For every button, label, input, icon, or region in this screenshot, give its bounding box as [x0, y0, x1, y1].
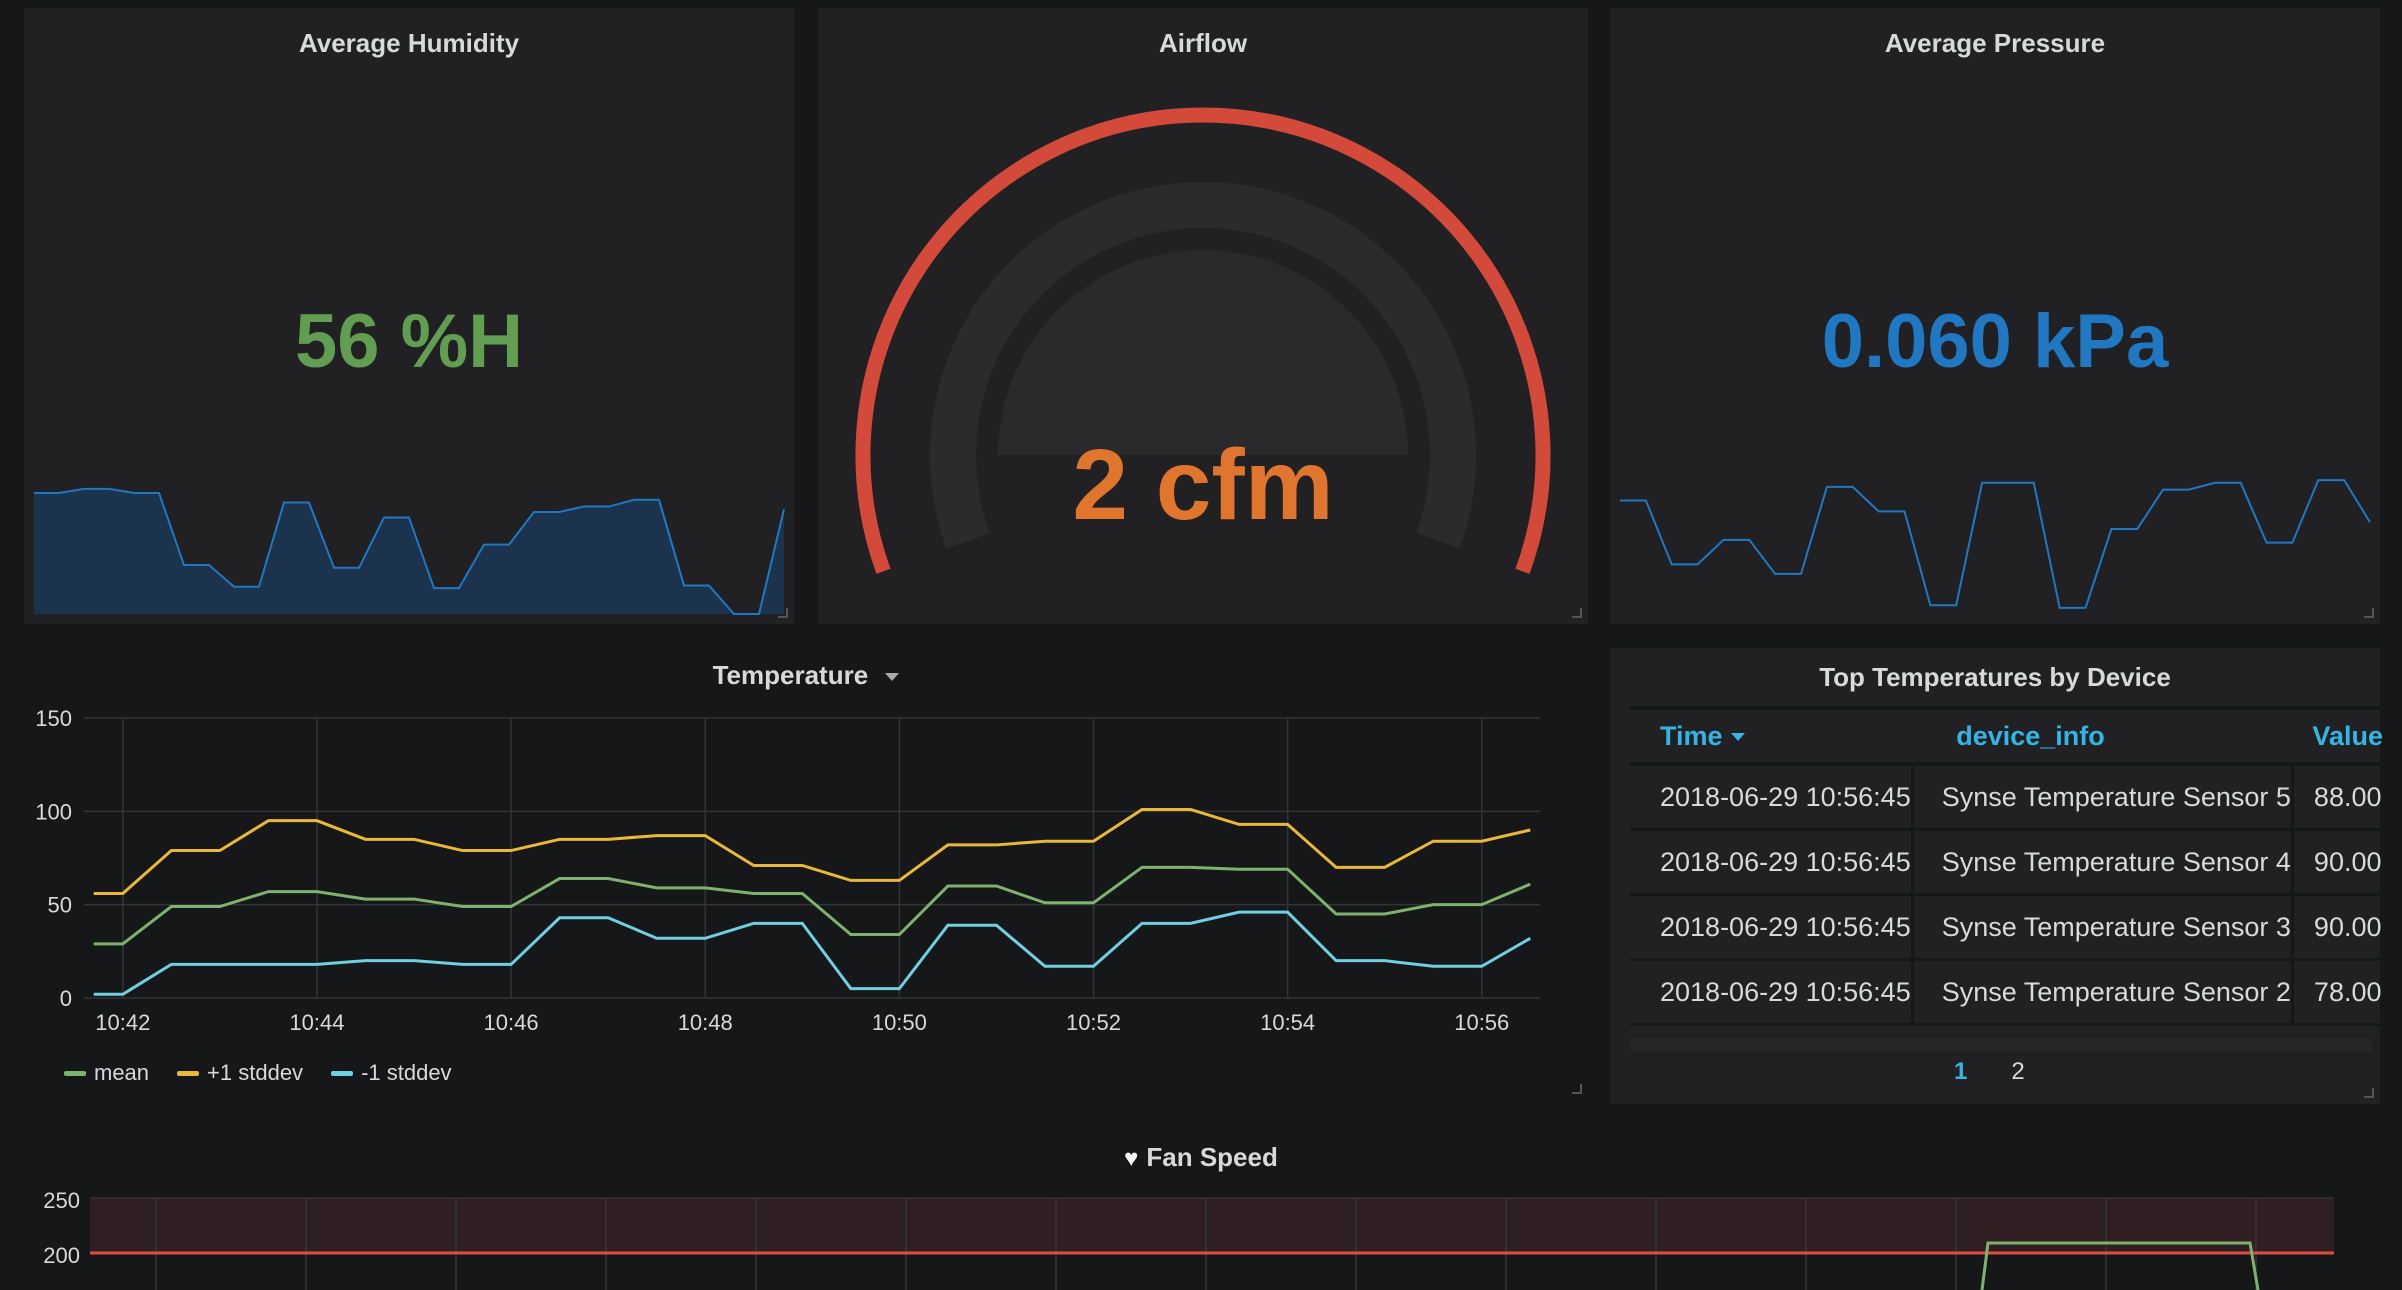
page-link-2[interactable]: 2: [2011, 1058, 2025, 1085]
column-header-value[interactable]: Value: [2292, 706, 2391, 766]
top-temperatures-panel: Top Temperatures by Device Time device_i…: [1610, 648, 2391, 1104]
cell-device: Synse Temperature Sensor 4: [1912, 829, 2294, 896]
cell-value: 90.00: [2292, 894, 2391, 961]
column-header-device-info[interactable]: device_info: [1912, 706, 2293, 766]
resize-handle[interactable]: [2364, 1088, 2374, 1098]
top-temperatures-table: Time device_info Value 2018-06-29 10:56:…: [1630, 706, 2391, 1026]
caret-down-icon[interactable]: [1730, 733, 1745, 742]
fan-speed-line: [1980, 1241, 2260, 1290]
y-tick-label: 50: [48, 893, 72, 918]
table-row: 2018-06-29 10:56:45 Synse Temperature Se…: [1630, 894, 2391, 961]
table-row: 2018-06-29 10:56:45 Synse Temperature Se…: [1630, 829, 2391, 896]
resize-handle[interactable]: [1572, 608, 1582, 618]
pressure-value: 0.060 kPa: [1821, 299, 2169, 384]
fan-speed-chart: 250 200: [43, 1188, 2334, 1290]
fan-speed-panel: ♥ Fan Speed 250 200: [0, 1120, 2402, 1290]
cell-value: 78.00: [2292, 959, 2391, 1026]
pressure-panel: Average Pressure 0.060 kPa: [1610, 8, 2380, 624]
x-tick-label: 10:48: [678, 1010, 733, 1035]
panel-title[interactable]: Average Humidity: [298, 28, 520, 58]
series-line--1-stddev: [93, 910, 1532, 996]
cell-device: Synse Temperature Sensor 2: [1912, 959, 2294, 1026]
x-tick-label: 10:42: [95, 1010, 150, 1035]
cell-device: Synse Temperature Sensor 5: [1912, 764, 2294, 831]
table-row: 2018-06-29 10:56:45 Synse Temperature Se…: [1630, 959, 2391, 1026]
table-row: 2018-06-29 10:56:45 Synse Temperature Se…: [1630, 764, 2391, 831]
panel-title[interactable]: Temperature: [24, 660, 1588, 691]
pressure-sparkline: [1620, 479, 2371, 609]
x-tick-label: 10:54: [1260, 1010, 1315, 1035]
series-line--1-stddev: [93, 807, 1531, 895]
humidity-panel: Average Humidity 56 %H: [24, 8, 794, 624]
y-tick-label: 0: [60, 986, 72, 1011]
table-header-row: Time device_info Value: [1630, 706, 2391, 766]
page-link-1[interactable]: 1: [1954, 1058, 1968, 1085]
table-pagination: 1 2: [1954, 1058, 2025, 1086]
temperature-panel: Temperature 150 100 50 0 10:42 10:44 10:46 10:4…: [24, 646, 1588, 1100]
cell-time: 2018-06-29 10:56:45: [1630, 894, 1914, 961]
y-tick-label: 200: [43, 1243, 80, 1268]
cell-time: 2018-06-29 10:56:45: [1630, 959, 1914, 1026]
legend-item-minus-stddev[interactable]: -1 stddev: [331, 1060, 452, 1086]
panel-title[interactable]: Top Temperatures by Device: [1819, 662, 2171, 692]
airflow-gauge: [855, 107, 1551, 574]
caret-down-icon[interactable]: [885, 673, 900, 682]
x-tick-label: 10:50: [872, 1010, 927, 1035]
temperature-title[interactable]: Temperature: [712, 660, 869, 690]
heart-icon: ♥: [1124, 1145, 1139, 1172]
cell-value: 88.00: [2292, 764, 2391, 831]
cell-time: 2018-06-29 10:56:45: [1630, 764, 1914, 831]
x-tick-label: 10:44: [289, 1010, 344, 1035]
x-tick-label: 10:56: [1454, 1010, 1509, 1035]
temperature-chart: 150 100 50 0 10:42 10:44 10:46 10:48 10:50 10:52 1…: [35, 706, 1540, 1035]
humidity-sparkline: [34, 487, 785, 615]
humidity-value: 56 %H: [294, 299, 524, 384]
fan-speed-title[interactable]: Fan Speed: [1146, 1142, 1278, 1172]
y-tick-label: 150: [35, 706, 72, 731]
y-tick-label: 100: [35, 799, 72, 824]
legend-item-mean[interactable]: mean: [64, 1060, 149, 1086]
legend-item-plus-stddev[interactable]: +1 stddev: [177, 1060, 303, 1086]
temperature-legend: mean +1 stddev -1 stddev: [64, 1060, 452, 1086]
panel-title[interactable]: Average Pressure: [1884, 28, 2106, 58]
y-tick-label: 250: [43, 1188, 80, 1213]
resize-handle[interactable]: [778, 608, 788, 618]
cell-device: Synse Temperature Sensor 3: [1912, 894, 2294, 961]
cell-value: 90.00: [2292, 829, 2391, 896]
threshold-band: [90, 1198, 2334, 1252]
airflow-value: 2 cfm: [1072, 429, 1334, 541]
x-tick-label: 10:46: [484, 1010, 539, 1035]
resize-handle[interactable]: [1572, 1084, 1582, 1094]
panel-title[interactable]: Airflow: [1158, 28, 1248, 58]
series-line-mean: [93, 865, 1531, 946]
panel-title[interactable]: ♥ Fan Speed: [0, 1142, 2402, 1173]
x-tick-label: 10:52: [1066, 1010, 1121, 1035]
airflow-panel: Airflow 2 cfm: [818, 8, 1588, 624]
table-scroll-fade: [1630, 1038, 2372, 1052]
cell-time: 2018-06-29 10:56:45: [1630, 829, 1914, 896]
resize-handle[interactable]: [2364, 608, 2374, 618]
column-header-time[interactable]: Time: [1630, 706, 1913, 766]
